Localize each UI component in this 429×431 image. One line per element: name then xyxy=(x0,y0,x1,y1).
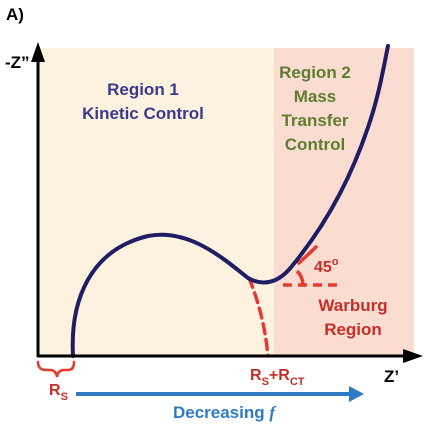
region-2-line-4: Control xyxy=(285,135,345,154)
rs-brace xyxy=(36,360,76,378)
region-1-subtitle: Kinetic Control xyxy=(82,104,204,123)
region-1-title: Region 1 xyxy=(107,80,179,99)
rs-label: RS xyxy=(49,382,68,403)
nyquist-curve xyxy=(70,44,390,358)
rs-plus-rct-label: RS+RCT xyxy=(250,367,305,388)
x-axis-label: Z’ xyxy=(384,367,399,386)
x-axis-arrowhead xyxy=(403,349,423,363)
panel-label: A) xyxy=(6,5,24,24)
angle-label: 45o xyxy=(314,256,339,276)
frequency-arrowhead xyxy=(349,386,364,402)
region-2-title: Region 2 xyxy=(279,63,351,82)
region-2-line-2: Mass xyxy=(294,87,337,106)
y-axis-arrowhead xyxy=(31,42,45,62)
angle-slope-dash xyxy=(297,245,318,265)
semicircle-extrapolation-dashed xyxy=(247,276,270,358)
warburg-label-line-1: Warburg xyxy=(318,296,387,315)
decreasing-frequency-label: Decreasing f xyxy=(173,403,277,422)
angle-arc xyxy=(295,269,305,286)
y-axis-label: -Z” xyxy=(5,53,30,72)
region-2-background xyxy=(274,48,414,356)
warburg-label-line-2: Region xyxy=(324,320,382,339)
region-2-line-3: Transfer xyxy=(281,111,348,130)
